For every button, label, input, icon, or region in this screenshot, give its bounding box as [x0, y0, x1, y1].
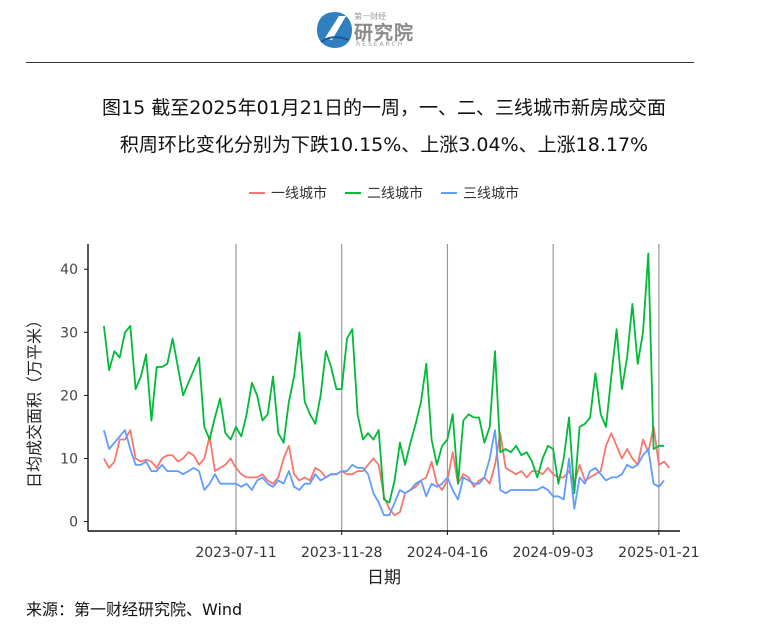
- legend-label-tier3: 三线城市: [463, 186, 519, 202]
- legend-swatch-tier2: [345, 192, 361, 194]
- chart-title-line-2: 积周环比变化分别为下跌10.15%、上涨3.04%、上涨18.17%: [119, 134, 649, 156]
- series-line-2: [103, 252, 665, 504]
- legend-label-tier1: 一线城市: [271, 186, 327, 202]
- series-line-3: [103, 429, 665, 517]
- y-axis-label: 日均成交面积（万平米）: [25, 312, 44, 488]
- legend-item-tier3: 三线城市: [441, 183, 519, 203]
- x-tick-label: 2023-07-11: [195, 545, 276, 561]
- legend-label-tier2: 二线城市: [367, 186, 423, 202]
- logo-small-text: 第一财经: [354, 12, 386, 21]
- legend-item-tier2: 二线城市: [345, 183, 423, 203]
- x-tick-label: 2025-01-21: [618, 545, 699, 561]
- y-tick-label: 30: [60, 325, 78, 341]
- chart-title-line-1: 图15 截至2025年01月21日的一周，一、二、三线城市新房成交面: [102, 97, 666, 119]
- logo-sub-text: RESEARCH: [356, 41, 405, 48]
- logo-name: 研究院: [354, 22, 415, 44]
- chart-legend: 一线城市 二线城市 三线城市: [0, 183, 768, 203]
- legend-item-tier1: 一线城市: [249, 183, 327, 203]
- x-axis-label: 日期: [367, 568, 401, 588]
- logo-slash-icon: [325, 16, 346, 40]
- y-tick-label: 10: [60, 451, 78, 467]
- legend-swatch-tier3: [441, 192, 457, 194]
- y-tick-label: 20: [60, 388, 78, 404]
- x-tick-label: 2023-11-28: [301, 545, 382, 561]
- y-tick-label: 40: [60, 262, 78, 278]
- x-tick-label: 2024-04-16: [407, 545, 488, 561]
- source-note: 来源：第一财经研究院、Wind: [26, 600, 243, 619]
- legend-swatch-tier1: [249, 192, 265, 194]
- header-divider: [26, 62, 694, 63]
- logo-mark: [317, 12, 352, 48]
- y-tick-label: 0: [69, 515, 78, 531]
- x-tick-label: 2024-09-03: [512, 545, 593, 561]
